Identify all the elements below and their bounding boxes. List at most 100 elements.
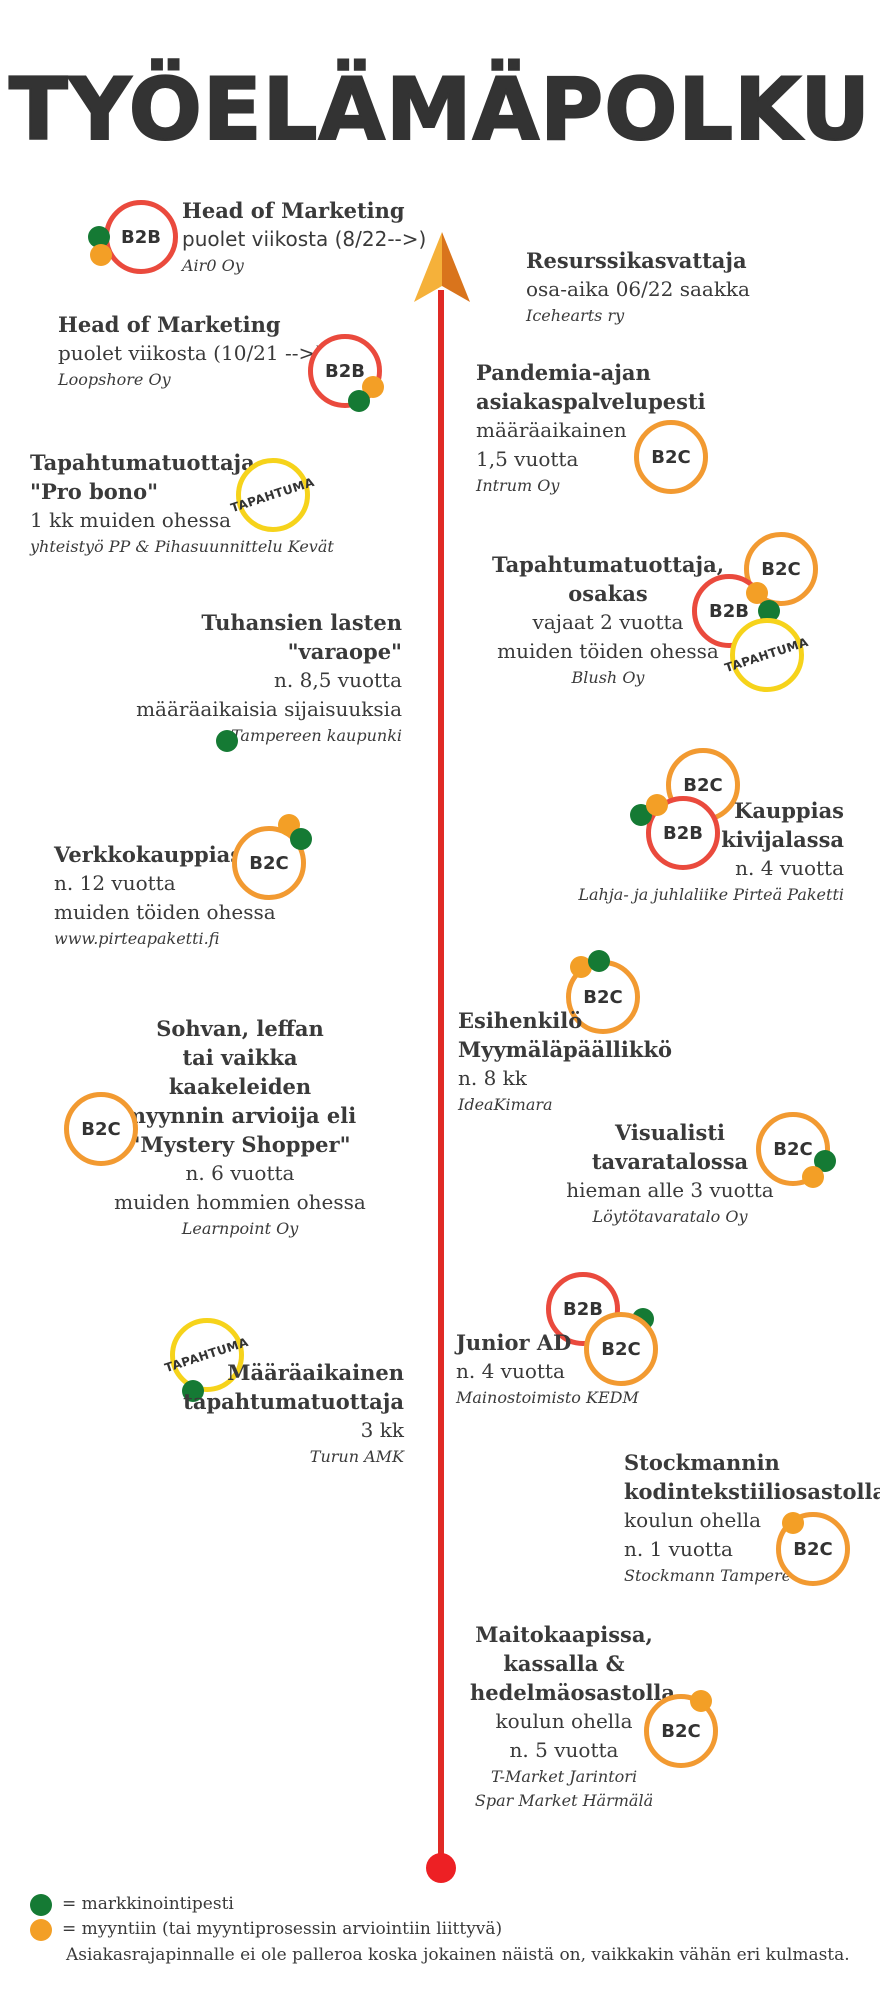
marketing-dot (348, 390, 370, 412)
sales-dot (90, 244, 112, 266)
entry-intrum: Pandemia-ajan asiakaspalvelupesti määräa… (476, 358, 706, 498)
entry-line: määräaikainen (476, 418, 627, 442)
entry-title: Tapahtumatuottaja, osakas (491, 552, 725, 606)
entry-pirtea-paketti: Kauppias kivijalassa n. 4 vuotta Lahja- … (560, 796, 844, 907)
b2c-badge: B2C (64, 1092, 138, 1166)
entry-title: Head of Marketing (58, 312, 281, 337)
entry-line: 3 kk (360, 1418, 404, 1442)
entry-company: Mainostoimisto KEDM (456, 1388, 639, 1407)
entry-title: Resurssikasvattaja (526, 248, 747, 273)
entry-title: Visualisti tavaratalossa (591, 1120, 749, 1174)
entry-probono: Tapahtumatuottaja "Pro bono" 1 kk muiden… (30, 448, 334, 559)
entry-line: koulun ohella (624, 1508, 762, 1532)
marketing-dot (182, 1380, 204, 1402)
entry-line: määräaikaisia sijaisuuksia (136, 697, 402, 721)
entry-line: hieman alle 3 vuotta (566, 1178, 774, 1202)
entry-company: Learnpoint Oy (181, 1219, 299, 1238)
timeline-axis (438, 290, 444, 1865)
marketing-dot (290, 828, 312, 850)
entry-company: IdeaKimara (458, 1095, 553, 1114)
entry-stockmann: Stockmannin kodintekstiiliosastolla koul… (624, 1448, 880, 1588)
b2b-badge: B2B (308, 334, 382, 408)
marketing-dot (30, 1893, 52, 1916)
sales-dot (362, 376, 384, 398)
entry-loytotavaratalo: Visualisti tavaratalossa hieman alle 3 v… (566, 1118, 774, 1229)
entry-company: Air0 Oy (182, 256, 244, 275)
tapahtuma-badge: TAPAHTUMA (229, 458, 317, 532)
entry-kedm: Junior AD n. 4 vuotta Mainostoimisto KED… (456, 1328, 639, 1410)
entry-line: puolet viikosta (10/21 -->) (58, 341, 324, 365)
entry-kmarket-spar: Maitokaapissa, kassalla & hedelmäosastol… (470, 1620, 676, 1813)
entry-company: yhteistyö PP & Pihasuunnittelu Kevät (30, 537, 334, 556)
entry-title: Maitokaapissa, kassalla & hedelmäosastol… (470, 1622, 676, 1705)
sales-dot (690, 1690, 712, 1712)
entry-company: Stockmann Tampere (624, 1566, 792, 1585)
legend-green-label: = markkinointipesti (62, 1894, 234, 1914)
entry-line: puolet viikosta (8/22-->) (182, 227, 427, 251)
sales-dot (782, 1512, 804, 1534)
entry-company: www.pirteapaketti.fi (54, 929, 220, 948)
entry-line: n. 12 vuotta (54, 871, 176, 895)
b2c-badge: B2C (756, 1112, 830, 1186)
entry-company: Lahja- ja juhlaliike Pirteä Paketti (578, 885, 844, 904)
marketing-dot (814, 1150, 836, 1172)
sales-dot (746, 582, 768, 604)
b2c-badge: B2C (776, 1512, 850, 1586)
entry-title: Pandemia-ajan asiakaspalvelupesti (476, 360, 706, 414)
entry-ideakimara: Esihenkilö Myymäläpäällikkö n. 8 kk Idea… (458, 1006, 672, 1117)
entry-company: Intrum Oy (476, 476, 560, 495)
sales-dot (30, 1918, 52, 1941)
marketing-dot (758, 600, 780, 622)
entry-company: Blush Oy (571, 668, 645, 687)
entry-title: Tuhansien lasten "varaope" (201, 610, 402, 664)
entry-loopshore: Head of Marketing puolet viikosta (10/21… (58, 310, 323, 392)
entry-title: Sohvan, leffan tai vaikka kaakeleiden my… (123, 1016, 357, 1157)
entry-company: Icehearts ry (526, 306, 625, 325)
entry-title: Määräaikainen tapahtumatuottaja (183, 1360, 404, 1414)
entry-blush: Tapahtumatuottaja, osakas vajaat 2 vuott… (490, 550, 726, 690)
sales-dot (802, 1166, 824, 1188)
entry-line: n. 4 vuotta (735, 856, 844, 880)
timeline-start-dot (426, 1853, 456, 1883)
b2c-badge: B2C (566, 960, 640, 1034)
legend-orange: = myyntiin (tai myyntiprosessin arvioint… (30, 1917, 502, 1941)
sales-dot (570, 956, 592, 978)
entry-line: muiden hommien ohessa (114, 1190, 366, 1214)
tapahtuma-badge: TAPAHTUMA (163, 1318, 251, 1392)
entry-line: n. 8,5 vuotta (274, 668, 402, 692)
entry-line: n. 4 vuotta (456, 1359, 565, 1383)
tapahtuma-badge: TAPAHTUMA (723, 618, 811, 692)
entry-line: vajaat 2 vuotta (532, 610, 684, 634)
entry-company: Tampereen kaupunki (230, 726, 402, 745)
entry-title: Stockmannin kodintekstiiliosastolla (624, 1450, 880, 1504)
entry-learnpoint: Sohvan, leffan tai vaikka kaakeleiden my… (108, 1014, 372, 1241)
entry-turun-amk: Määräaikainen tapahtumatuottaja 3 kk Tur… (150, 1358, 404, 1469)
entry-title: Tapahtumatuottaja "Pro bono" (30, 450, 255, 504)
legend-note: Asiakasrajapinnalle ei ole palleroa kosk… (66, 1945, 850, 1965)
sales-dot (646, 794, 668, 816)
entry-line: n. 5 vuotta (509, 1738, 619, 1762)
entry-line: 1,5 vuotta (476, 447, 579, 471)
entry-icehearts: Resurssikasvattaja osa-aika 06/22 saakka… (526, 246, 750, 328)
marketing-dot (588, 950, 610, 972)
entry-line: muiden töiden ohessa (497, 639, 719, 663)
entry-company: Turun AMK (309, 1447, 404, 1466)
entry-verkkokauppa: Verkkokauppias n. 12 vuotta muiden töide… (54, 840, 276, 951)
marketing-dot (216, 730, 238, 752)
legend-green: = markkinointipesti (30, 1892, 234, 1916)
entry-air0: Head of Marketing puolet viikosta (8/22-… (182, 196, 426, 278)
entry-company: Löytötavaratalo Oy (592, 1207, 748, 1226)
entry-line: koulun ohella (495, 1709, 633, 1733)
entry-title: Verkkokauppias (54, 842, 243, 867)
entry-line: muiden töiden ohessa (54, 900, 276, 924)
entry-line: n. 1 vuotta (624, 1537, 733, 1561)
entry-company: Loopshore Oy (58, 370, 171, 389)
entry-company: T-Market Jarintori Spar Market Härmälä (474, 1767, 654, 1810)
marketing-dot (88, 226, 110, 248)
b2c-badge: B2C (584, 1312, 658, 1386)
entry-line: n. 8 kk (458, 1066, 527, 1090)
entry-line: n. 6 vuotta (185, 1161, 295, 1185)
page-title: TYÖELÄMÄPOLKU (8, 59, 872, 161)
entry-tampere: Tuhansien lasten "varaope" n. 8,5 vuotta… (120, 608, 402, 748)
entry-title: Junior AD (456, 1330, 572, 1355)
